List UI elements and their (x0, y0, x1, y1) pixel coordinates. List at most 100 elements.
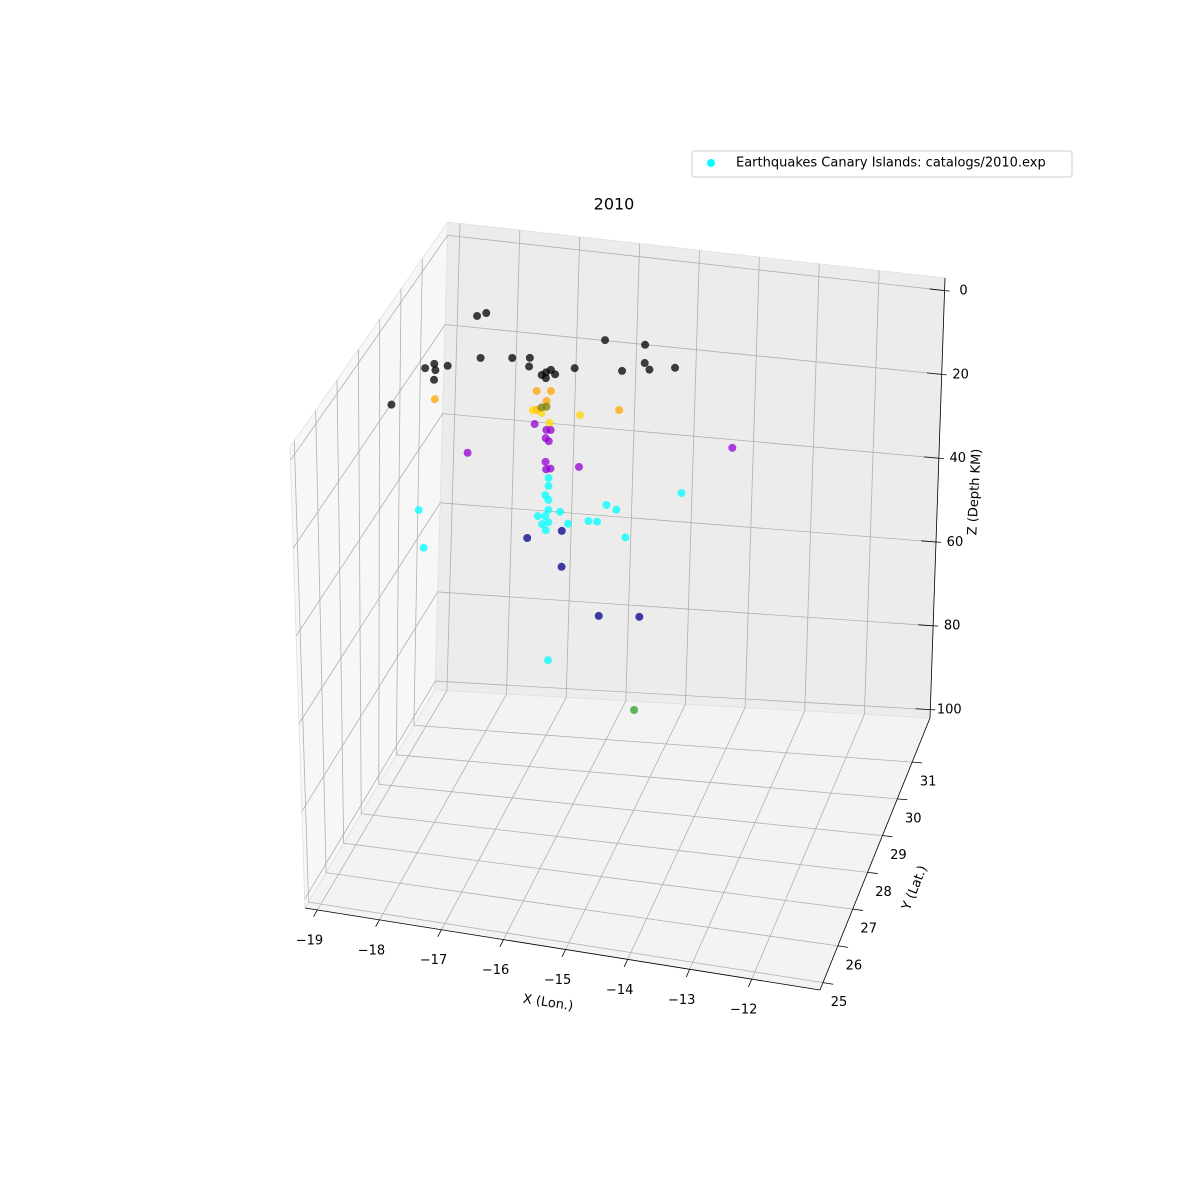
y-tick-label: 31 (920, 775, 937, 790)
x-axis-label: X (Lon.) (522, 992, 574, 1014)
point (538, 520, 547, 529)
point (584, 517, 593, 526)
grid-line (379, 693, 507, 921)
grid-line (685, 250, 700, 705)
point (601, 336, 610, 345)
point (541, 457, 550, 466)
grid-line (298, 502, 441, 724)
point (525, 362, 534, 371)
grid-line (413, 724, 913, 763)
point (463, 448, 472, 457)
x-tick-label: −19 (296, 933, 323, 948)
grid-line (804, 263, 820, 711)
grid-line (378, 783, 883, 837)
point (430, 375, 439, 384)
point (544, 481, 553, 490)
x-tick-label: −14 (606, 983, 633, 998)
point (630, 705, 639, 714)
point (544, 473, 553, 482)
point (546, 464, 555, 473)
point (575, 411, 584, 420)
point (640, 359, 649, 368)
point (537, 409, 546, 418)
x-tick (313, 909, 318, 917)
y-tick (837, 945, 849, 948)
grid-line (447, 234, 945, 291)
z-tick (921, 540, 941, 543)
grid-line (395, 288, 402, 755)
point (419, 543, 428, 552)
x-tick-label: −12 (730, 1003, 757, 1018)
grid-line (293, 440, 309, 903)
point (544, 495, 553, 504)
point (544, 505, 553, 514)
point (476, 353, 485, 362)
y-tick-label: 27 (860, 922, 877, 937)
x-tick (375, 919, 380, 927)
point (482, 309, 491, 318)
grid-line (357, 349, 362, 814)
x-tick (499, 939, 504, 947)
chart-title: 2010 (594, 195, 635, 214)
point (671, 363, 680, 372)
point (645, 365, 654, 374)
grid-line (744, 257, 760, 708)
x-tick (561, 949, 566, 958)
grid-line (625, 243, 641, 701)
point (564, 519, 573, 528)
grid-line (565, 703, 686, 950)
grid-line (440, 502, 937, 543)
grid-line (304, 680, 436, 900)
grid-line (442, 413, 939, 459)
grid-line (326, 872, 838, 947)
z-tick (929, 288, 950, 292)
point (430, 395, 439, 404)
grid-line (565, 236, 581, 698)
point (508, 354, 517, 363)
grid-line (506, 230, 521, 695)
point (557, 526, 566, 535)
z-tick (923, 456, 944, 460)
z-tick-label: 0 (959, 284, 967, 299)
z-axis-label: Z (Depth KM) (965, 448, 985, 535)
point (615, 406, 624, 415)
z-tick (915, 708, 936, 711)
point (443, 361, 452, 370)
grid-line (413, 258, 423, 726)
grid-line (308, 901, 824, 984)
point (551, 370, 560, 379)
point (594, 611, 603, 620)
y-tick (822, 982, 834, 985)
grid-line (295, 413, 444, 637)
point (602, 500, 611, 509)
y-tick-label: 29 (890, 848, 907, 863)
point (533, 512, 542, 521)
x-tick (437, 929, 442, 937)
y-axis (819, 717, 931, 991)
z-axis (929, 277, 946, 719)
point (523, 534, 532, 543)
z-tick-label: 100 (937, 702, 962, 717)
grid-line (437, 591, 934, 627)
grid-line (863, 270, 880, 715)
z-tick (918, 624, 939, 627)
y-tick (852, 908, 863, 911)
y-tick (867, 871, 878, 874)
grid-line (336, 380, 345, 844)
grid-line (627, 707, 746, 960)
z-tick-label: 40 (950, 451, 967, 466)
point (677, 489, 686, 498)
point (574, 462, 583, 471)
grid-line (446, 223, 461, 691)
x-tick-label: −18 (358, 943, 385, 958)
grid-line (301, 591, 439, 812)
point (541, 512, 550, 521)
grid-line (445, 324, 942, 375)
legend-box (691, 150, 1073, 178)
z-tick-label: 80 (944, 619, 961, 634)
point (542, 397, 551, 406)
x-tick-label: −13 (668, 993, 695, 1008)
point (431, 366, 440, 375)
pane-back (434, 221, 946, 719)
point (556, 507, 565, 516)
